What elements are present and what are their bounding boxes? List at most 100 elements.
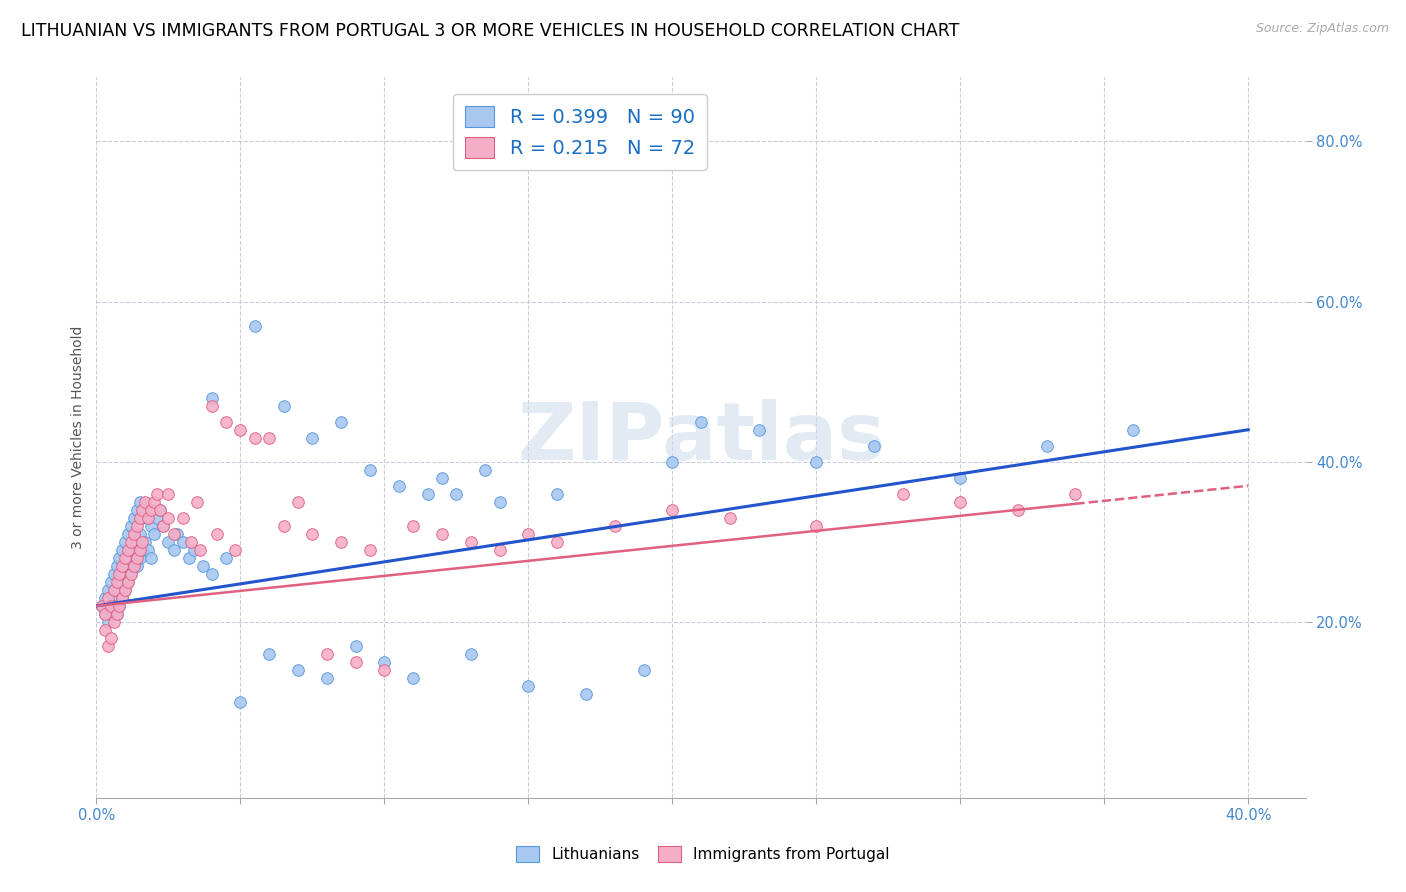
Point [122, 558, 145, 573]
Point [163, 526, 186, 541]
Point [177, 550, 200, 565]
Point [131, 542, 153, 557]
Point [243, 318, 266, 333]
Point [1007, 503, 1029, 517]
Point [273, 518, 295, 533]
Point [488, 542, 510, 557]
Point [131, 511, 153, 525]
Point [180, 534, 202, 549]
Point [125, 503, 148, 517]
Point [315, 647, 337, 661]
Point [718, 511, 741, 525]
Point [111, 558, 134, 573]
Point [315, 671, 337, 685]
Point [125, 550, 148, 565]
Point [207, 526, 229, 541]
Point [128, 511, 150, 525]
Point [117, 550, 139, 565]
Point [1035, 439, 1057, 453]
Point [97, 582, 120, 597]
Point [224, 542, 246, 557]
Point [94, 623, 117, 637]
Point [136, 542, 159, 557]
Point [117, 574, 139, 589]
Point [546, 487, 568, 501]
Point [134, 534, 156, 549]
Point [402, 518, 425, 533]
Point [152, 518, 174, 533]
Point [125, 518, 148, 533]
Point [188, 542, 211, 557]
Point [100, 574, 122, 589]
Point [134, 495, 156, 509]
Point [134, 503, 156, 517]
Point [125, 534, 148, 549]
Point [94, 607, 117, 621]
Point [301, 526, 323, 541]
Point [149, 503, 172, 517]
Point [103, 591, 125, 605]
Point [111, 591, 134, 605]
Point [163, 542, 186, 557]
Point [373, 655, 395, 669]
Point [430, 526, 453, 541]
Point [136, 511, 159, 525]
Point [344, 639, 367, 653]
Point [330, 534, 353, 549]
Point [446, 487, 468, 501]
Point [100, 631, 122, 645]
Point [359, 542, 381, 557]
Point [94, 591, 117, 605]
Legend: R = 0.399   N = 90, R = 0.215   N = 72: R = 0.399 N = 90, R = 0.215 N = 72 [454, 95, 707, 169]
Point [1064, 487, 1087, 501]
Point [131, 503, 153, 517]
Point [488, 495, 510, 509]
Point [301, 431, 323, 445]
Point [257, 647, 280, 661]
Text: Source: ZipAtlas.com: Source: ZipAtlas.com [1256, 22, 1389, 36]
Point [128, 542, 150, 557]
Point [97, 615, 120, 629]
Point [125, 558, 148, 573]
Point [603, 518, 626, 533]
Point [215, 415, 238, 429]
Point [114, 582, 136, 597]
Point [120, 534, 142, 549]
Point [108, 574, 131, 589]
Point [105, 607, 128, 621]
Point [157, 534, 180, 549]
Point [117, 542, 139, 557]
Point [105, 558, 128, 573]
Point [117, 526, 139, 541]
Point [146, 511, 169, 525]
Point [105, 574, 128, 589]
Point [575, 687, 598, 701]
Point [103, 599, 125, 613]
Point [546, 534, 568, 549]
Point [100, 599, 122, 613]
Point [122, 526, 145, 541]
Point [120, 542, 142, 557]
Point [157, 511, 180, 525]
Point [105, 582, 128, 597]
Point [273, 399, 295, 413]
Point [690, 415, 713, 429]
Point [243, 431, 266, 445]
Point [388, 479, 411, 493]
Point [359, 463, 381, 477]
Point [287, 495, 309, 509]
Point [402, 671, 425, 685]
Legend: Lithuanians, Immigrants from Portugal: Lithuanians, Immigrants from Portugal [510, 840, 896, 868]
Point [373, 663, 395, 677]
Point [100, 607, 122, 621]
Point [748, 423, 770, 437]
Point [108, 599, 131, 613]
Point [128, 550, 150, 565]
Point [172, 534, 194, 549]
Point [661, 455, 683, 469]
Point [344, 655, 367, 669]
Point [97, 591, 120, 605]
Point [330, 415, 353, 429]
Point [1122, 423, 1144, 437]
Point [949, 495, 972, 509]
